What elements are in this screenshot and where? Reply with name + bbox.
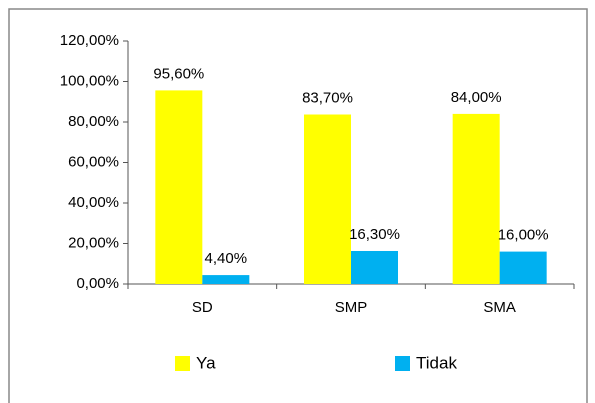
legend-swatch	[175, 356, 190, 371]
chart-frame	[8, 8, 588, 403]
x-tick-label: SMA	[483, 299, 516, 316]
value-label: 4,40%	[205, 250, 248, 267]
x-tick-label: SD	[192, 299, 213, 316]
legend-swatch	[395, 356, 410, 371]
bar	[452, 113, 500, 285]
x-tick-label: SMP	[335, 299, 368, 316]
y-tick-label: 20,00%	[68, 234, 119, 251]
y-tick-label: 100,00%	[60, 72, 119, 89]
value-label: 16,00%	[498, 227, 549, 244]
y-tick-label: 40,00%	[68, 194, 119, 211]
bar	[499, 251, 547, 284]
value-label: 95,60%	[153, 65, 204, 82]
bar	[351, 250, 398, 284]
y-tick-label: 60,00%	[68, 153, 119, 170]
bar	[304, 114, 351, 284]
value-label: 16,30%	[349, 226, 400, 243]
y-tick-label: 80,00%	[68, 113, 119, 130]
legend-label: Ya	[196, 353, 216, 372]
bar	[155, 90, 203, 284]
legend-label: Tidak	[416, 353, 457, 372]
value-label: 84,00%	[451, 89, 502, 106]
y-tick-label: 120,00%	[60, 32, 119, 49]
y-tick-label: 0,00%	[76, 275, 119, 292]
value-label: 83,70%	[302, 89, 353, 106]
bar	[202, 275, 250, 284]
